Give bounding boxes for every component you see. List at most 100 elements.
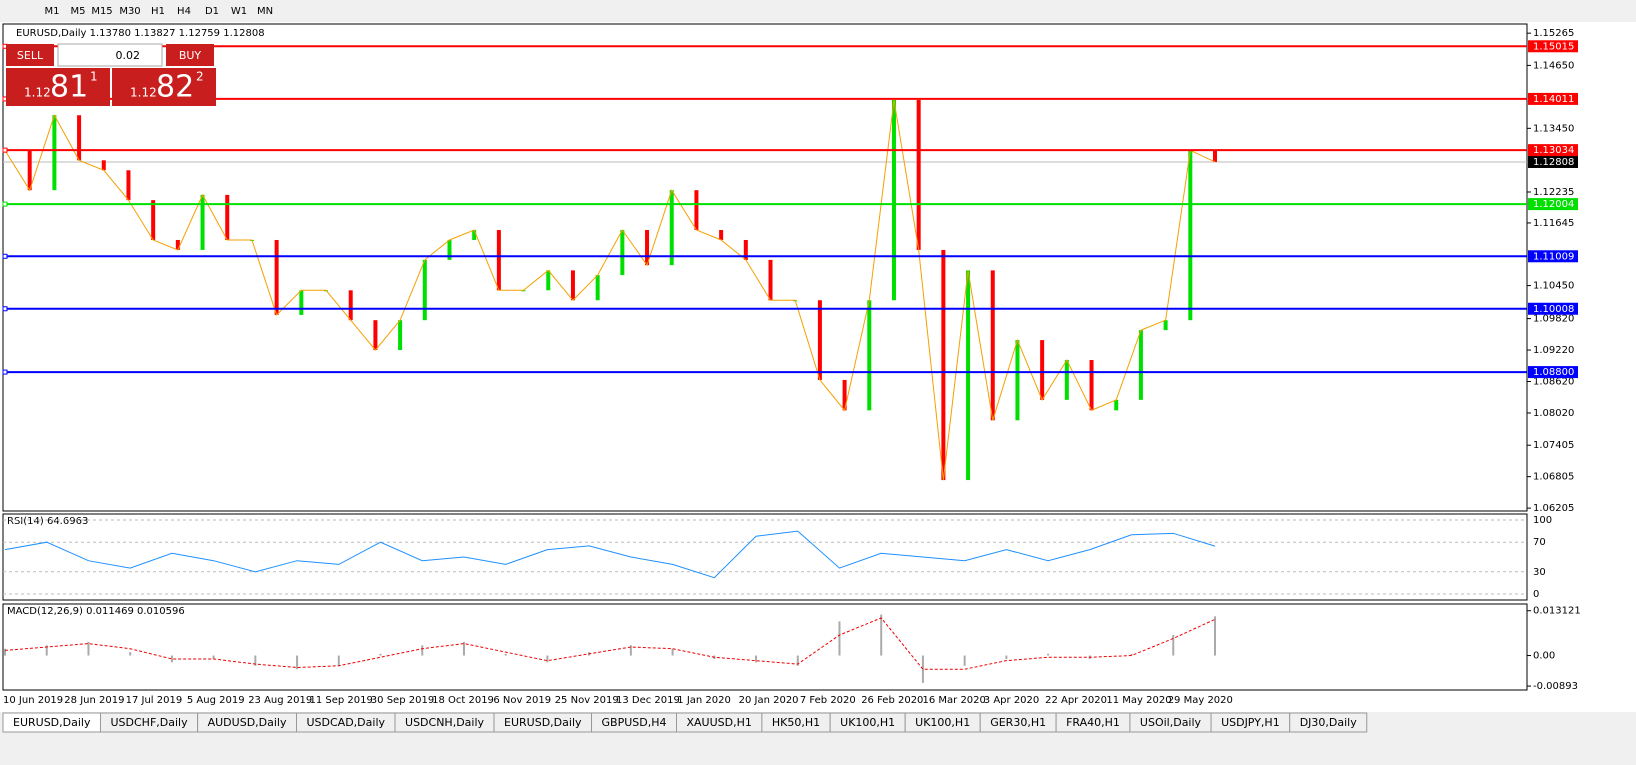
tab[interactable]: AUDUSD,Daily [197, 712, 297, 733]
x-tick-label: 23 Aug 2019 [248, 695, 312, 706]
candle [842, 379, 847, 411]
level-label: 1.15015 [1533, 41, 1574, 52]
toolbar [0, 0, 1636, 22]
tab[interactable]: USDCNH,Daily [394, 712, 495, 733]
candle [595, 275, 600, 301]
macd-bar [4, 648, 6, 656]
tab-label: AUDUSD,Daily [208, 716, 287, 729]
y-tick-label: 1.08620 [1533, 377, 1574, 388]
tab-label: EURUSD,Daily [13, 716, 91, 729]
macd-tick-label: -0.00893 [1533, 681, 1578, 692]
period-button[interactable]: H1 [151, 6, 165, 17]
x-tick-label: 20 Jan 2020 [739, 695, 799, 706]
period-button[interactable]: M30 [119, 6, 140, 17]
level-handle [2, 253, 8, 259]
bid-big: 1.12 [24, 86, 51, 100]
tab[interactable]: FRA40,H1 [1055, 712, 1131, 733]
x-tick-label: 22 Apr 2020 [1045, 695, 1107, 706]
macd-bar [838, 621, 841, 656]
tab[interactable]: USDCHF,Daily [99, 712, 199, 733]
candle [422, 259, 427, 321]
candle [175, 239, 180, 250]
level-label: 1.12004 [1533, 199, 1574, 210]
candle [373, 320, 378, 351]
macd-bar [921, 655, 924, 683]
period-button[interactable]: M15 [91, 6, 112, 17]
tab[interactable]: GBPUSD,H4 [591, 712, 677, 733]
level-box [1528, 144, 1578, 157]
macd-bar [546, 655, 549, 663]
tab[interactable]: UK100,H1 [829, 712, 906, 733]
ask-box[interactable] [112, 68, 216, 106]
macd-bar [1005, 655, 1008, 659]
macd-bar [296, 655, 299, 670]
period-button[interactable]: MN [257, 6, 273, 17]
macd-bar [129, 652, 132, 656]
tab[interactable]: EURUSD,Daily [2, 712, 101, 733]
sell-button[interactable] [6, 44, 54, 66]
macd-bar [379, 653, 382, 656]
period-button[interactable]: H4 [177, 6, 191, 17]
period-button[interactable]: W1 [231, 6, 247, 17]
tab[interactable]: UK100,H1 [904, 712, 981, 733]
tab[interactable]: USOil,Daily [1129, 712, 1212, 733]
level-box [1528, 250, 1578, 263]
level-label: 1.10008 [1533, 304, 1574, 315]
tab-label: DJ30,Daily [1300, 716, 1358, 729]
buy-button[interactable] [166, 44, 214, 66]
tab-label: USOil,Daily [1140, 716, 1202, 729]
x-tick-label: 29 May 2020 [1168, 695, 1233, 706]
close-line [4, 99, 1216, 481]
candle [126, 170, 131, 201]
period-button[interactable]: M5 [71, 6, 86, 17]
macd-bar [421, 645, 424, 656]
tab-label: USDCHF,Daily [110, 716, 188, 729]
main-chart-frame [2, 23, 1528, 512]
tab-label: EURUSD,Daily [504, 716, 582, 729]
candle [398, 320, 403, 351]
x-tick-label: 10 Jun 2019 [3, 695, 63, 706]
x-tick-label: 16 Mar 2020 [923, 695, 986, 706]
x-tick-label: 26 Feb 2020 [861, 695, 923, 706]
level-box [1528, 302, 1578, 315]
level-handle [2, 306, 8, 312]
period-button[interactable]: D1 [205, 6, 219, 17]
tab[interactable]: EURUSD,Daily [493, 712, 593, 733]
candle [472, 230, 477, 240]
candle [348, 290, 353, 321]
tab[interactable]: GER30,H1 [979, 712, 1057, 733]
tab[interactable]: DJ30,Daily [1289, 712, 1368, 733]
chart-header: EURUSD,Daily 1.13780 1.13827 1.12759 1.1… [16, 28, 265, 39]
candle [645, 230, 650, 266]
candle [941, 249, 946, 481]
tab[interactable]: HK50,H1 [761, 712, 831, 733]
macd-bar [254, 655, 257, 666]
macd-bar [880, 614, 883, 656]
level-handle [2, 201, 8, 207]
candle [200, 194, 205, 250]
tab[interactable]: USDCAD,Daily [296, 712, 396, 733]
y-tick-label: 1.09820 [1533, 314, 1574, 325]
ask-frac: 2 [196, 70, 204, 84]
period-button[interactable]: M1 [45, 6, 60, 17]
tab[interactable]: XAUUSD,H1 [676, 712, 763, 733]
tab[interactable]: USDJPY,H1 [1210, 712, 1291, 733]
x-tick-label: 25 Nov 2019 [555, 695, 619, 706]
bid-box[interactable] [6, 68, 110, 106]
macd-bar [796, 655, 799, 666]
macd-bar [337, 655, 340, 666]
macd-bar [1130, 653, 1133, 656]
rsi-tick-label: 0 [1533, 589, 1539, 600]
x-tick-label: 18 Oct 2019 [432, 695, 494, 706]
lots-input[interactable] [57, 43, 163, 67]
candle [719, 230, 724, 240]
candle [1138, 330, 1143, 400]
x-tick-label: 11 May 2020 [1106, 695, 1171, 706]
level-label: 1.13034 [1533, 145, 1574, 156]
tab-label: GBPUSD,H4 [602, 716, 667, 729]
macd-frame [2, 603, 1528, 691]
candle [1114, 399, 1119, 411]
macd-tick-label: 0.013121 [1533, 606, 1581, 617]
tab-label: USDCNH,Daily [405, 716, 485, 729]
